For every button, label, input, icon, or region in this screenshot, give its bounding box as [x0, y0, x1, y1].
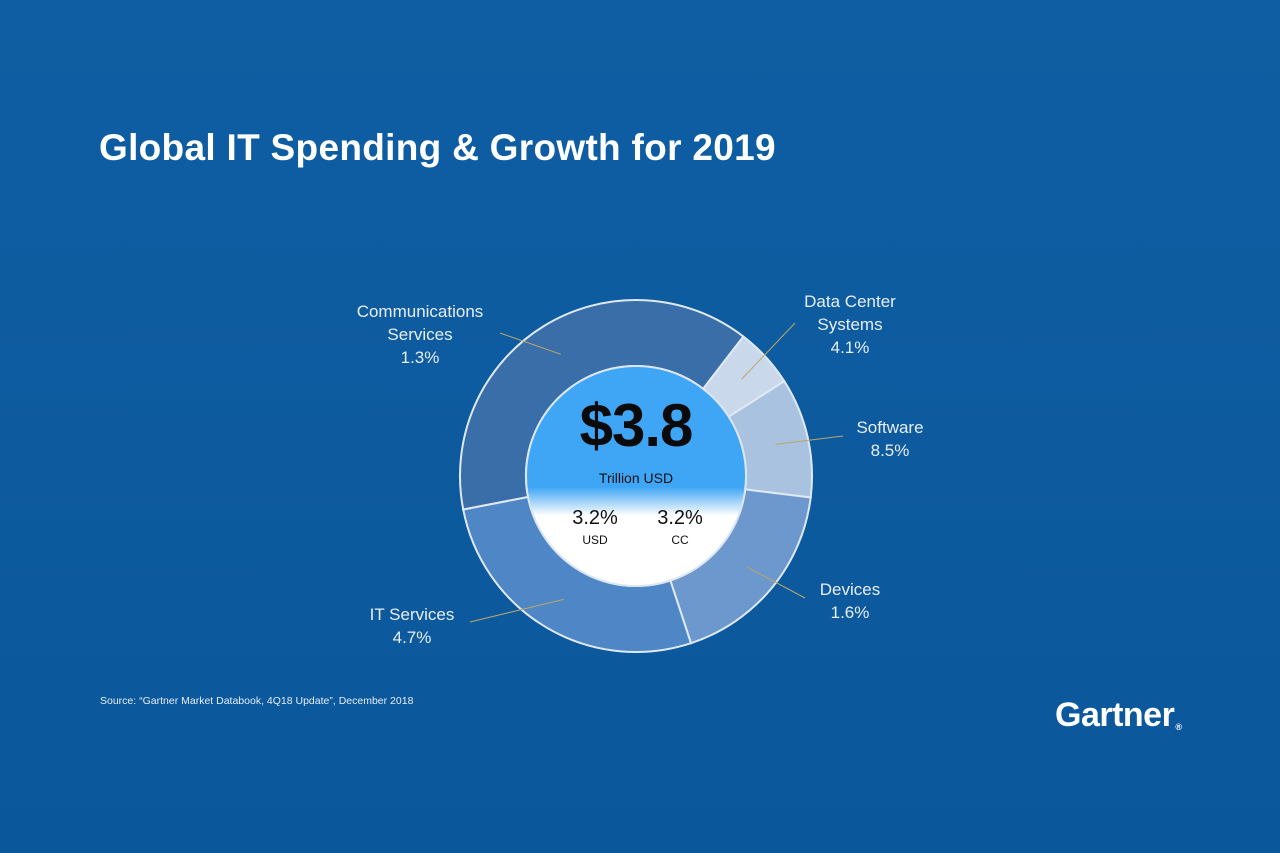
- gartner-logo-text: Gartner: [1055, 696, 1175, 734]
- leader-devices: [746, 566, 806, 599]
- registered-mark: ®: [1175, 722, 1182, 732]
- growth-cc-label: CC: [671, 533, 689, 547]
- leader-it-services: [469, 598, 564, 623]
- leader-communications: [499, 332, 562, 355]
- growth-usd-value: 3.2%: [572, 507, 618, 529]
- source-note: Source: “Gartner Market Databook, 4Q18 U…: [100, 695, 414, 707]
- label-devices: Devices 1.6%: [790, 578, 910, 624]
- label-devices-name: Devices: [819, 580, 881, 599]
- page-title: Global IT Spending & Growth for 2019: [99, 127, 776, 168]
- label-it-services-name: IT Services: [369, 605, 455, 624]
- label-software: Software 8.5%: [830, 416, 950, 462]
- donut-center: [525, 365, 747, 587]
- label-communications-growth: 1.3%: [400, 348, 440, 367]
- growth-usd-label: USD: [582, 533, 608, 547]
- label-it-services: IT Services 4.7%: [352, 603, 472, 649]
- growth-cc-value: 3.2%: [657, 507, 703, 529]
- label-software-name: Software: [856, 418, 924, 437]
- label-communications: Communications Services 1.3%: [340, 300, 500, 369]
- label-communications-name: Communications Services: [356, 302, 484, 344]
- total-value: $3.8: [579, 392, 694, 459]
- leader-data-center: [741, 322, 796, 380]
- leader-software: [775, 435, 844, 445]
- label-data-center: Data Center Systems 4.1%: [775, 290, 925, 359]
- gartner-logo: Gartner®: [1055, 696, 1182, 735]
- total-unit: Trillion USD: [598, 470, 674, 486]
- label-software-growth: 8.5%: [870, 441, 910, 460]
- label-it-services-growth: 4.7%: [392, 628, 432, 647]
- label-devices-growth: 1.6%: [830, 603, 870, 622]
- label-data-center-growth: 4.1%: [830, 338, 870, 357]
- label-data-center-name: Data Center Systems: [804, 292, 896, 334]
